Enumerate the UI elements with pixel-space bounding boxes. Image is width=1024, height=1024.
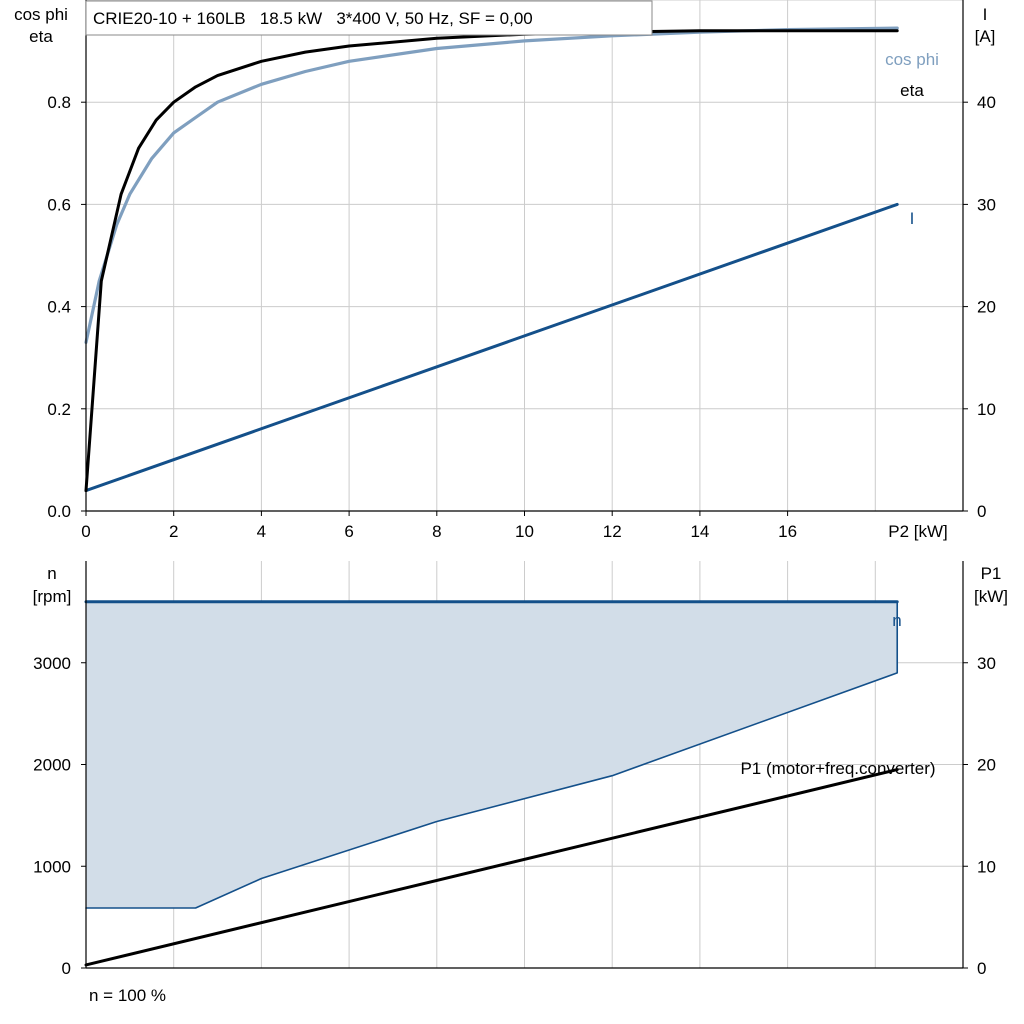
bottom-left-ylabel-2: [rpm] — [33, 587, 72, 606]
top-right-ylabel-1: I — [983, 5, 988, 24]
top-x-tick-label: 14 — [690, 522, 709, 541]
p1-label: P1 (motor+freq.converter) — [740, 759, 935, 778]
current-line — [84, 202, 899, 493]
efficiency-current-panel: 0 2 4 6 8 10 12 14 16 0.0 0.2 0.4 0.6 0.8 0 10 20 30 40 co… — [14, 0, 996, 541]
bottom-left-tick-label: 1000 — [33, 857, 71, 876]
bottom-left-ylabel-1: n — [47, 564, 56, 583]
bottom-left-tick-label: 2000 — [33, 756, 71, 775]
top-left-tick-label: 0.6 — [47, 195, 71, 214]
top-x-tick-label: 2 — [169, 522, 178, 541]
top-right-tick-label: 30 — [977, 195, 996, 214]
top-x-tick-label: 0 — [81, 522, 90, 541]
bottom-left-tick-label: 0 — [62, 959, 71, 978]
bottom-right-ylabel-2: [kW] — [974, 587, 1008, 606]
top-x-tick-label: 16 — [778, 522, 797, 541]
top-left-ylabel-2: eta — [29, 27, 53, 46]
top-left-tick-label: 0.0 — [47, 502, 71, 521]
bottom-right-tick-label: 0 — [977, 959, 986, 978]
top-x-tick-label: 6 — [344, 522, 353, 541]
speed-power-panel: 0 1000 2000 3000 0 10 20 30 n [rpm] P1 [kW] n P… — [33, 561, 1008, 1005]
current-label: I — [910, 209, 915, 228]
p1-line — [84, 768, 899, 967]
top-tick-labels: 0 2 4 6 8 10 12 14 16 0.0 0.2 0.4 0.6 0.8 0 10 20 30 40 — [47, 93, 996, 541]
top-x-tick-label: 12 — [603, 522, 622, 541]
bottom-right-tick-label: 20 — [977, 756, 996, 775]
top-left-tick-label: 0.2 — [47, 400, 71, 419]
min-speed-line — [85, 672, 899, 909]
bottom-left-tick-label: 3000 — [33, 654, 71, 673]
top-right-tick-label: 20 — [977, 298, 996, 317]
top-right-ylabel-2: [A] — [975, 27, 996, 46]
top-x-axis-label: P2 [kW] — [888, 522, 948, 541]
title-box — [85, 0, 653, 36]
top-left-tick-label: 0.4 — [47, 298, 71, 317]
top-x-tick-label: 8 — [432, 522, 441, 541]
top-right-tick-label: 40 — [977, 93, 996, 112]
top-left-tick-label: 0.8 — [47, 93, 71, 112]
top-grid — [86, 0, 963, 511]
top-right-tick-label: 0 — [977, 502, 986, 521]
top-x-tick-label: 10 — [515, 522, 534, 541]
speed-range-area — [86, 601, 898, 908]
top-x-tick-label: 4 — [257, 522, 266, 541]
bottom-right-tick-label: 10 — [977, 857, 996, 876]
chart-title: CRIE20-10 + 160LB 18.5 kW 3*400 V, 50 Hz… — [93, 9, 533, 28]
cos-phi-label: cos phi — [885, 50, 939, 69]
bottom-tick-labels: 0 1000 2000 3000 0 10 20 30 — [33, 654, 996, 978]
bottom-right-tick-label: 30 — [977, 654, 996, 673]
top-right-tick-label: 10 — [977, 400, 996, 419]
top-left-ylabel-1: cos phi — [14, 5, 68, 24]
bottom-series — [84, 600, 899, 967]
bottom-right-ylabel-1: P1 — [981, 564, 1002, 583]
eta-label: eta — [900, 81, 924, 100]
speed-label: n — [892, 611, 901, 630]
footer-speed-note: n = 100 % — [89, 986, 166, 1005]
